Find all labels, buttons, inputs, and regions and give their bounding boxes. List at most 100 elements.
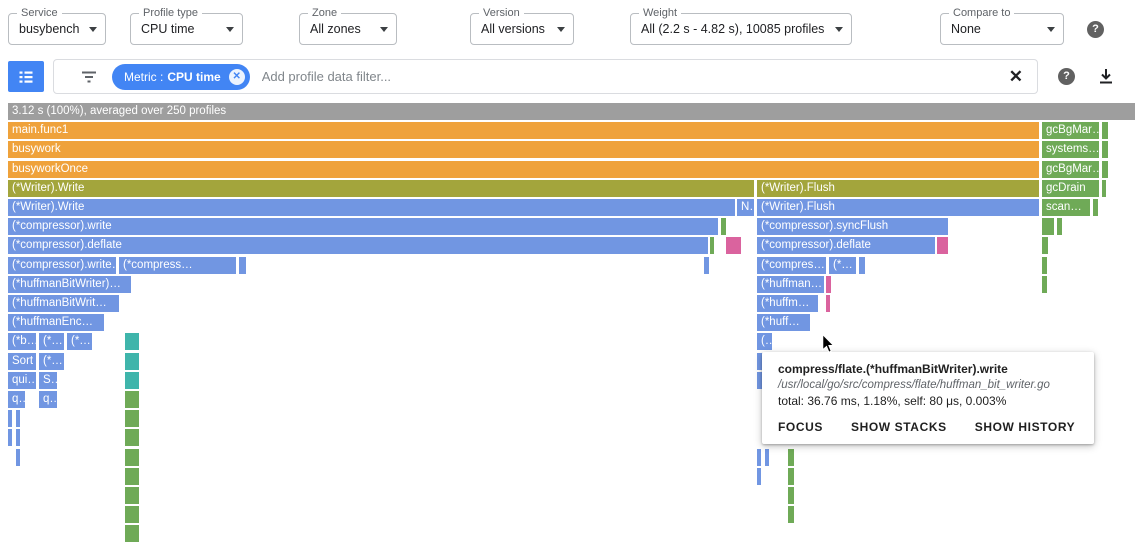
flame-block[interactable]: (*Writer).Write xyxy=(8,179,754,197)
flame-block[interactable]: (*compres… xyxy=(757,256,826,274)
flame-block[interactable] xyxy=(125,333,139,351)
filter-input[interactable] xyxy=(259,68,1009,85)
help-icon[interactable]: ? xyxy=(1087,21,1104,38)
flame-block[interactable] xyxy=(826,295,830,312)
flame-block[interactable] xyxy=(16,448,20,466)
flame-block[interactable] xyxy=(757,448,761,466)
flame-block[interactable]: busyworkOnce xyxy=(8,160,1039,178)
flame-block[interactable]: N… xyxy=(737,199,754,216)
flame-block[interactable]: (*… xyxy=(67,333,92,351)
flame-block[interactable] xyxy=(1042,275,1047,293)
help-icon[interactable]: ? xyxy=(1058,68,1075,85)
flamegraph[interactable]: 3.12 s (100%), averaged over 250 profile… xyxy=(8,103,1135,549)
flame-block[interactable]: (*compressor).deflate xyxy=(757,237,935,255)
flame-block[interactable] xyxy=(125,429,139,447)
flame-block[interactable]: (*compressor).syncFlush xyxy=(757,218,948,236)
flame-block[interactable] xyxy=(937,237,948,255)
zone-select[interactable]: Zone All zones xyxy=(299,7,397,45)
profile-list-button[interactable] xyxy=(8,61,44,92)
flame-block[interactable] xyxy=(788,487,794,504)
flame-block[interactable] xyxy=(757,352,766,370)
flame-block[interactable]: (… xyxy=(757,333,772,351)
flame-block[interactable]: (*… xyxy=(39,333,64,351)
flame-block[interactable]: busywork xyxy=(8,141,1039,159)
flame-block[interactable] xyxy=(1057,218,1062,236)
flame-block[interactable]: (*Writer).Flush xyxy=(757,199,1039,216)
chip-close-icon[interactable]: ✕ xyxy=(228,68,245,85)
flame-block[interactable]: (*compressor).write… xyxy=(8,256,116,274)
flame-block[interactable] xyxy=(1093,199,1098,216)
flame-block[interactable] xyxy=(8,429,12,447)
flame-block[interactable] xyxy=(125,525,139,543)
weight-select[interactable]: Weight All (2.2 s - 4.82 s), 10085 profi… xyxy=(630,7,852,45)
metric-chip[interactable]: Metric : CPU time ✕ xyxy=(112,63,250,90)
flame-block[interactable] xyxy=(125,487,139,504)
flame-block[interactable] xyxy=(826,275,831,293)
flame-block[interactable]: (*compressor).deflate xyxy=(8,237,708,255)
flame-block[interactable]: q… xyxy=(39,391,57,408)
flame-block[interactable]: qui… xyxy=(8,371,36,389)
flame-block[interactable]: main.func1 xyxy=(8,122,1039,140)
flame-block[interactable]: (*… xyxy=(829,256,856,274)
flame-block[interactable]: (*b… xyxy=(8,333,36,351)
flame-block[interactable] xyxy=(788,467,794,485)
flame-block[interactable]: (*compressor).write xyxy=(8,218,718,236)
flame-block[interactable]: (*huffman… xyxy=(757,275,824,293)
show-stacks-button[interactable]: SHOW STACKS xyxy=(851,420,947,434)
flame-block[interactable] xyxy=(757,371,766,389)
flame-block[interactable] xyxy=(1102,179,1106,197)
flame-block[interactable] xyxy=(16,410,20,428)
flame-block[interactable]: Sort xyxy=(8,352,36,370)
flame-block[interactable] xyxy=(1042,218,1054,236)
flame-block[interactable] xyxy=(721,218,726,236)
flame-block[interactable]: (*… xyxy=(39,352,64,370)
flame-block[interactable] xyxy=(1042,256,1047,274)
flame-block[interactable] xyxy=(859,256,865,274)
flame-block[interactable] xyxy=(1102,141,1108,159)
flame-block[interactable]: (*Writer).Flush xyxy=(757,179,1039,197)
flame-block[interactable] xyxy=(125,410,139,428)
service-select[interactable]: Service busybench xyxy=(8,7,106,45)
flame-block[interactable] xyxy=(1102,160,1108,178)
download-button[interactable] xyxy=(1096,66,1116,91)
focus-button[interactable]: FOCUS xyxy=(778,420,823,434)
flame-block[interactable] xyxy=(710,237,714,255)
flame-block[interactable] xyxy=(125,448,139,466)
flame-block[interactable]: (*huff… xyxy=(757,314,810,332)
flame-block[interactable]: gcDrain xyxy=(1042,179,1099,197)
flame-block[interactable] xyxy=(788,448,794,466)
flame-block[interactable] xyxy=(239,256,246,274)
flame-block[interactable] xyxy=(726,237,741,255)
flame-root-bar[interactable]: 3.12 s (100%), averaged over 250 profile… xyxy=(8,103,1135,120)
flame-block[interactable]: (*huffmanEnc… xyxy=(8,314,104,332)
flame-block[interactable]: (*huffmanBitWriter)… xyxy=(8,275,131,293)
flame-block[interactable] xyxy=(765,448,769,466)
flame-block[interactable] xyxy=(788,506,794,524)
flame-block[interactable] xyxy=(125,391,139,408)
filter-input-box[interactable]: Metric : CPU time ✕ ✕ xyxy=(53,59,1038,94)
flame-block[interactable]: S… xyxy=(39,371,57,389)
flame-block[interactable]: (*huffm… xyxy=(757,295,818,312)
flame-block[interactable]: systems… xyxy=(1042,141,1099,159)
flame-block[interactable] xyxy=(704,256,709,274)
flame-block[interactable] xyxy=(125,506,139,524)
profile-type-select[interactable]: Profile type CPU time xyxy=(130,7,243,45)
flame-block[interactable] xyxy=(16,429,20,447)
version-select[interactable]: Version All versions xyxy=(470,7,574,45)
flame-block[interactable] xyxy=(757,467,761,485)
flame-block[interactable]: (*huffmanBitWrit… xyxy=(8,295,119,312)
show-history-button[interactable]: SHOW HISTORY xyxy=(974,420,1076,434)
flame-block[interactable] xyxy=(8,410,12,428)
flame-block[interactable] xyxy=(1102,122,1108,140)
flame-block[interactable] xyxy=(1042,237,1048,255)
flame-block[interactable]: q… xyxy=(8,391,25,408)
flame-block[interactable]: (*Writer).Write xyxy=(8,199,735,216)
flame-block[interactable] xyxy=(125,352,139,370)
flame-block[interactable]: (*compress… xyxy=(119,256,236,274)
clear-filter-icon[interactable]: ✕ xyxy=(1008,67,1023,86)
compare-to-select[interactable]: Compare to None xyxy=(940,7,1064,45)
flame-block[interactable] xyxy=(125,467,139,485)
flame-block[interactable]: scan… xyxy=(1042,199,1090,216)
flame-block[interactable] xyxy=(125,371,139,389)
flame-block[interactable]: gcBgMar… xyxy=(1042,160,1099,178)
